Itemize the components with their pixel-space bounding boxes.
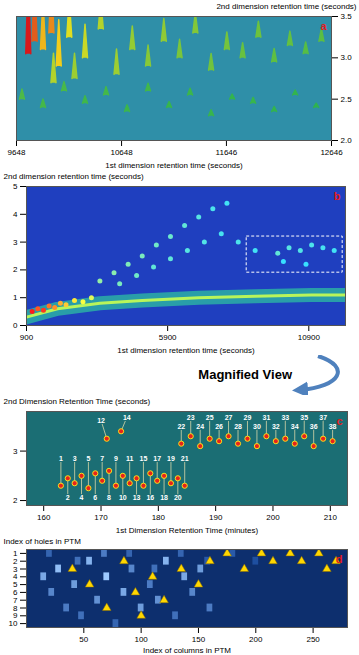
- svg-text:5: 5: [13, 580, 18, 590]
- svg-text:17: 17: [153, 455, 161, 462]
- svg-text:3.5: 3.5: [341, 12, 353, 21]
- svg-text:2.0: 2.0: [341, 136, 353, 145]
- svg-text:7: 7: [100, 455, 104, 462]
- svg-text:1: 1: [59, 455, 63, 462]
- svg-text:5900: 5900: [159, 333, 177, 342]
- svg-text:1st Dimension Retention Time (: 1st Dimension Retention Time (minutes): [116, 526, 259, 535]
- svg-text:190: 190: [209, 513, 223, 522]
- svg-text:170: 170: [94, 513, 108, 522]
- svg-text:12646: 12646: [320, 148, 343, 157]
- svg-text:21: 21: [181, 455, 189, 462]
- svg-text:4: 4: [13, 572, 18, 582]
- svg-text:1st dimension retention time (: 1st dimension retention time (seconds): [117, 346, 255, 355]
- svg-text:4: 4: [80, 494, 84, 501]
- svg-text:2.5: 2.5: [341, 95, 353, 104]
- svg-text:19: 19: [167, 455, 175, 462]
- svg-text:2: 2: [13, 265, 18, 274]
- svg-text:d: d: [336, 553, 343, 565]
- svg-text:32: 32: [272, 423, 280, 430]
- svg-text:7: 7: [13, 595, 18, 605]
- svg-text:3: 3: [73, 455, 77, 462]
- svg-text:10900: 10900: [298, 333, 321, 342]
- svg-text:31: 31: [262, 414, 270, 421]
- svg-text:4: 4: [13, 210, 18, 219]
- svg-text:5: 5: [86, 455, 90, 462]
- svg-text:18: 18: [160, 494, 168, 501]
- svg-text:180: 180: [152, 513, 166, 522]
- svg-text:Index of holes in PTM: Index of holes in PTM: [4, 537, 82, 546]
- svg-text:3: 3: [13, 564, 18, 574]
- svg-text:5: 5: [13, 182, 18, 191]
- svg-text:20: 20: [174, 494, 182, 501]
- svg-text:6: 6: [13, 588, 18, 597]
- svg-text:11646: 11646: [216, 148, 238, 157]
- svg-text:2: 2: [66, 494, 70, 501]
- svg-text:3: 3: [13, 238, 18, 247]
- svg-text:11: 11: [126, 455, 134, 462]
- svg-text:10: 10: [119, 494, 127, 501]
- svg-text:30: 30: [253, 423, 261, 430]
- svg-text:2nd Dimension Retention Time (: 2nd Dimension Retention Time (seconds): [4, 397, 151, 406]
- svg-text:8: 8: [13, 603, 18, 613]
- svg-text:25: 25: [206, 414, 214, 421]
- svg-text:24: 24: [196, 423, 204, 430]
- svg-text:250: 250: [306, 635, 320, 644]
- svg-text:10: 10: [9, 619, 18, 628]
- svg-text:33: 33: [281, 414, 289, 421]
- svg-text:150: 150: [192, 635, 206, 644]
- svg-text:28: 28: [234, 423, 242, 430]
- svg-text:c: c: [336, 415, 342, 427]
- svg-text:50: 50: [79, 635, 88, 644]
- svg-text:9: 9: [13, 611, 18, 621]
- svg-text:38: 38: [328, 422, 337, 430]
- svg-text:1: 1: [13, 549, 18, 558]
- svg-text:Index of columns in PTM: Index of columns in PTM: [143, 646, 231, 655]
- svg-text:12: 12: [97, 417, 105, 424]
- svg-text:15: 15: [140, 455, 148, 462]
- svg-text:160: 160: [37, 513, 51, 522]
- svg-text:2nd dimension retention time (: 2nd dimension retention time (seconds): [4, 172, 144, 181]
- svg-text:35: 35: [300, 414, 308, 421]
- svg-text:3: 3: [13, 447, 18, 456]
- svg-text:36: 36: [310, 423, 318, 430]
- svg-text:37: 37: [319, 414, 327, 421]
- svg-text:14: 14: [123, 414, 131, 421]
- svg-text:2: 2: [13, 556, 18, 566]
- svg-text:10648: 10648: [110, 148, 133, 157]
- svg-text:34: 34: [291, 423, 299, 430]
- svg-text:2nd dimension retention time (: 2nd dimension retention time (seconds): [216, 2, 356, 11]
- svg-text:210: 210: [324, 513, 338, 522]
- svg-text:29: 29: [244, 414, 252, 421]
- svg-text:3.0: 3.0: [341, 53, 353, 62]
- svg-text:8: 8: [107, 494, 111, 501]
- svg-text:200: 200: [266, 513, 280, 522]
- svg-text:26: 26: [215, 423, 223, 430]
- svg-text:16: 16: [146, 494, 154, 501]
- svg-text:9648: 9648: [8, 148, 26, 157]
- svg-text:22: 22: [177, 423, 185, 430]
- svg-text:13: 13: [133, 494, 141, 501]
- svg-text:2: 2: [13, 496, 18, 505]
- svg-text:Magnified View: Magnified View: [198, 367, 293, 382]
- svg-text:1: 1: [13, 293, 18, 302]
- svg-text:0: 0: [13, 321, 18, 330]
- svg-text:b: b: [334, 190, 341, 202]
- svg-text:a: a: [320, 20, 327, 32]
- svg-text:27: 27: [225, 414, 233, 421]
- svg-text:1st dimension retention time (: 1st dimension retention time (seconds): [105, 161, 243, 170]
- svg-text:9: 9: [114, 455, 118, 462]
- svg-text:200: 200: [249, 635, 263, 644]
- svg-text:23: 23: [187, 414, 195, 421]
- svg-text:6: 6: [93, 494, 97, 501]
- svg-text:900: 900: [20, 333, 34, 342]
- svg-text:100: 100: [134, 635, 148, 644]
